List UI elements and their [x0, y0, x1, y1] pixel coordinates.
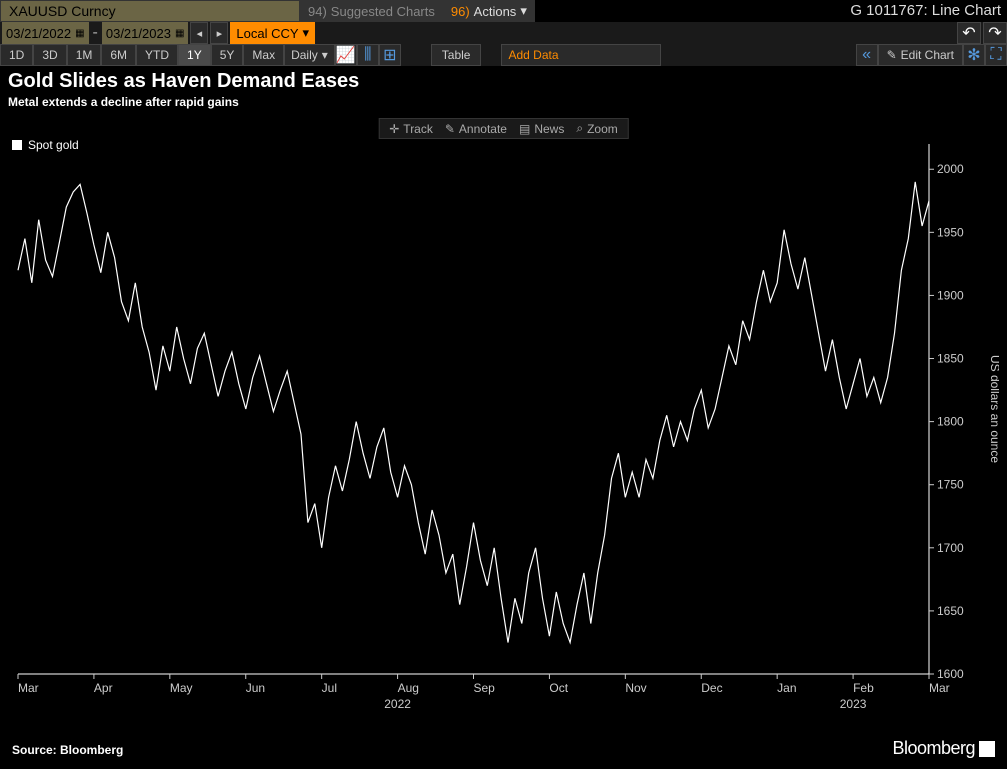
svg-text:1950: 1950 — [937, 225, 964, 239]
svg-text:Jan: Jan — [777, 681, 796, 695]
chart-id-label: G 1011767: Line Chart — [844, 0, 1007, 22]
chevron-left-icon: « — [862, 46, 871, 64]
chart-subtitle: Metal extends a decline after rapid gain… — [8, 95, 999, 109]
price-chart-svg: 1600 1650 1700 1750 1800 1850 1900 1950 2000 US d… — [8, 134, 999, 719]
expand-icon: ⛶ — [990, 46, 1001, 64]
add-data-input[interactable]: Add Data — [501, 44, 661, 66]
logo-box-icon — [979, 741, 995, 757]
settings-button[interactable]: ✻ — [963, 44, 985, 66]
frequency-select[interactable]: Daily ▾ — [284, 44, 335, 66]
collapse-button[interactable]: « — [856, 44, 878, 66]
date-range-row: 03/21/2022 ▦ - 03/21/2023 ▦ ◂ ▸ Local CC… — [0, 22, 1007, 44]
svg-text:2023: 2023 — [840, 697, 867, 711]
candle-icon: ⫼ — [364, 46, 371, 64]
range-1d-button[interactable]: 1D — [0, 44, 33, 66]
svg-text:Jun: Jun — [246, 681, 265, 695]
candlestick-button[interactable]: ⫼ — [357, 44, 379, 66]
end-date-value: 03/21/2023 — [106, 26, 171, 41]
chart-area[interactable]: 1600 1650 1700 1750 1800 1850 1900 1950 2000 US d… — [8, 134, 999, 719]
start-date-value: 03/21/2022 — [6, 26, 71, 41]
date-separator: - — [91, 22, 100, 44]
line-chart-icon: 📈 — [336, 45, 356, 65]
actions-menu[interactable]: 96) Actions ▾ — [443, 0, 535, 22]
svg-text:Oct: Oct — [549, 681, 568, 695]
brand-text: Bloomberg — [892, 738, 975, 759]
chevron-down-icon: ▾ — [520, 3, 527, 19]
indicator-button[interactable]: ⊞ — [379, 44, 401, 66]
redo-button[interactable]: ↷ — [983, 22, 1007, 44]
gear-icon: ✻ — [967, 45, 980, 65]
pencil-icon: ✎ — [887, 48, 897, 62]
bloomberg-logo: Bloomberg — [892, 738, 995, 759]
prev-period-button[interactable]: ◂ — [190, 22, 208, 44]
table-view-button[interactable]: Table — [431, 44, 482, 66]
svg-text:Jul: Jul — [322, 681, 337, 695]
currency-select[interactable]: Local CCY ▾ — [230, 22, 315, 44]
end-date-input[interactable]: 03/21/2023 ▦ — [102, 22, 189, 44]
svg-text:Nov: Nov — [625, 681, 646, 695]
svg-text:May: May — [170, 681, 193, 695]
svg-text:US dollars an ounce: US dollars an ounce — [988, 355, 999, 463]
maximize-button[interactable]: ⛶ — [985, 44, 1007, 66]
svg-text:1750: 1750 — [937, 478, 964, 492]
indicator-icon: ⊞ — [383, 45, 396, 65]
suggested-prefix: 94) — [308, 4, 327, 19]
edit-label: Edit Chart — [901, 48, 954, 62]
range-3d-button[interactable]: 3D — [33, 44, 66, 66]
svg-text:1700: 1700 — [937, 541, 964, 555]
start-date-input[interactable]: 03/21/2022 ▦ — [2, 22, 89, 44]
suggested-label: Suggested Charts — [331, 4, 435, 19]
svg-text:Apr: Apr — [94, 681, 113, 695]
svg-text:Sep: Sep — [474, 681, 496, 695]
redo-icon: ↷ — [988, 23, 1001, 43]
calendar-icon: ▦ — [75, 28, 84, 39]
svg-text:Dec: Dec — [701, 681, 722, 695]
svg-text:Aug: Aug — [398, 681, 419, 695]
actions-label: Actions — [474, 4, 517, 19]
svg-text:1900: 1900 — [937, 288, 964, 302]
svg-text:2000: 2000 — [937, 162, 964, 176]
range-1y-button[interactable]: 1Y — [178, 44, 211, 66]
next-period-button[interactable]: ▸ — [210, 22, 228, 44]
title-block: Gold Slides as Haven Demand Eases Metal … — [0, 66, 1007, 113]
svg-text:Mar: Mar — [18, 681, 39, 695]
freq-label: Daily — [291, 48, 318, 62]
undo-icon: ↶ — [962, 23, 975, 43]
svg-text:2022: 2022 — [384, 697, 411, 711]
range-1m-button[interactable]: 1M — [67, 44, 102, 66]
svg-text:1850: 1850 — [937, 352, 964, 366]
range-ytd-button[interactable]: YTD — [136, 44, 178, 66]
undo-button[interactable]: ↶ — [957, 22, 981, 44]
top-header-row: XAUUSD Curncy 94) Suggested Charts 96) A… — [0, 0, 1007, 22]
svg-text:Feb: Feb — [853, 681, 874, 695]
suggested-charts-button[interactable]: 94) Suggested Charts — [300, 0, 443, 22]
line-chart-type-button[interactable]: 📈 — [335, 44, 357, 66]
svg-text:1600: 1600 — [937, 667, 964, 681]
source-attribution: Source: Bloomberg — [12, 743, 123, 757]
range-toolbar: 1D3D1M6MYTD1Y5YMax Daily ▾ 📈 ⫼ ⊞ Table A… — [0, 44, 1007, 66]
range-button-group: 1D3D1M6MYTD1Y5YMax — [0, 44, 284, 66]
actions-prefix: 96) — [451, 4, 470, 19]
svg-text:1800: 1800 — [937, 415, 964, 429]
edit-chart-button[interactable]: ✎ Edit Chart — [878, 44, 963, 66]
ccy-label: Local CCY — [236, 26, 298, 41]
chevron-down-icon: ▾ — [303, 25, 310, 41]
calendar-icon: ▦ — [175, 28, 184, 39]
range-6m-button[interactable]: 6M — [101, 44, 136, 66]
chevron-down-icon: ▾ — [322, 48, 328, 62]
range-5y-button[interactable]: 5Y — [211, 44, 244, 66]
svg-text:1650: 1650 — [937, 604, 964, 618]
chart-title: Gold Slides as Haven Demand Eases — [8, 70, 999, 93]
range-max-button[interactable]: Max — [243, 44, 284, 66]
svg-text:Mar: Mar — [929, 681, 950, 695]
ticker-input[interactable]: XAUUSD Curncy — [0, 0, 300, 22]
